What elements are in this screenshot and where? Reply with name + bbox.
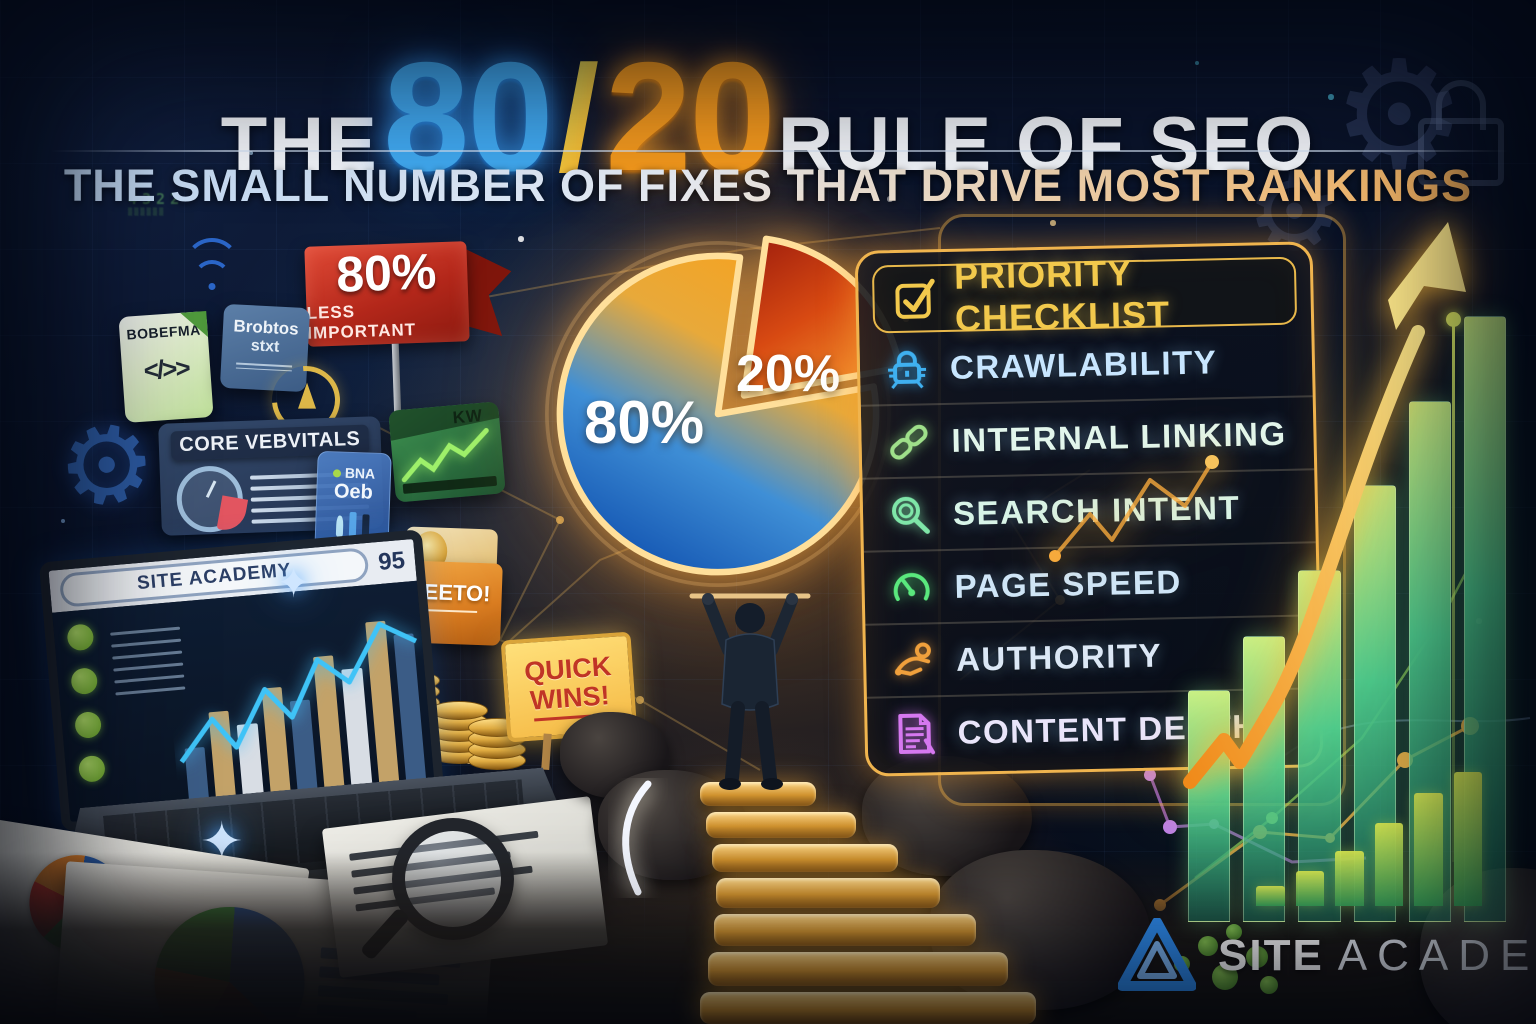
brand-logo: SITE ACADEMY xyxy=(1118,918,1536,994)
trend-line xyxy=(401,427,489,483)
glowing-step xyxy=(700,782,816,806)
title-slash: / xyxy=(552,34,606,202)
authority-figure-icon xyxy=(894,642,931,676)
laptop-screen: SITE ACADEMY 95 xyxy=(38,529,445,832)
title-number-20: 20 xyxy=(605,30,775,203)
checklist-item-content-depth: CONTENT DEPTH xyxy=(867,689,1320,769)
title-number-80: 80 xyxy=(383,30,553,203)
priority-checklist-panel: PRIORITY CHECKLIST CRAWLABILITY INTERNAL… xyxy=(854,241,1324,777)
crawler-robot-icon xyxy=(888,350,927,389)
checkbox-icon xyxy=(895,278,935,319)
checklist-item-page-speed: PAGE SPEED xyxy=(863,543,1318,626)
brand-light: ACADEMY xyxy=(1337,931,1536,980)
dashboard-trend-line xyxy=(179,621,418,764)
wifi-icon xyxy=(184,238,240,294)
marker-dot xyxy=(1446,312,1461,327)
banner-label: LESS IMPORTANT xyxy=(306,301,417,343)
dashboard xyxy=(52,580,436,822)
gauge-icon xyxy=(175,465,249,534)
glowing-step xyxy=(700,992,1036,1024)
document-icon xyxy=(898,713,936,754)
pie-major-label: 80% xyxy=(584,389,705,456)
speedometer-icon xyxy=(893,572,930,601)
title-word-the: THE xyxy=(220,102,379,187)
lens-flare: ✦ xyxy=(276,559,312,606)
schema-file-card: BOBEFMA </>> xyxy=(118,311,214,423)
title-divider xyxy=(50,150,1510,152)
chain-link-icon xyxy=(890,424,928,460)
small-growth-bar-chart xyxy=(1256,772,1482,906)
magnifier-icon xyxy=(891,496,930,534)
glowing-step xyxy=(708,952,1008,986)
checklist-item-search-intent: SEARCH INTENT xyxy=(862,470,1316,553)
code-snippet-text: 4322▒▒▒▒▒▒ xyxy=(128,190,179,216)
score-badge: 95 xyxy=(377,546,407,577)
subtitle: THE SMALL NUMBER OF FIXES THAT DRIVE MOS… xyxy=(0,160,1536,212)
green-dot-icon xyxy=(332,469,341,478)
triangle-logo-icon xyxy=(1118,918,1196,991)
lock-icon xyxy=(1418,80,1504,186)
checklist-item-authority: AUTHORITY xyxy=(865,616,1319,699)
code-icon: </>> xyxy=(142,352,190,386)
less-important-banner: 80% LESS IMPORTANT xyxy=(304,241,469,422)
underline xyxy=(235,362,293,372)
glowing-step xyxy=(706,812,856,838)
plant xyxy=(1168,916,1288,1016)
page-title: THE 80/20 RULE OF SEO xyxy=(0,28,1536,206)
folded-corner xyxy=(180,311,209,339)
laptop: SITE ACADEMY 95 xyxy=(21,517,591,935)
title-word-rule-of-seo: RULE OF SEO xyxy=(778,102,1316,187)
glowing-step xyxy=(714,914,976,946)
brand-logo-text: SITE ACADEMY xyxy=(1218,931,1536,981)
sparkle-dots xyxy=(0,0,2,2)
brand-bold: SITE xyxy=(1218,931,1324,980)
gear-icon: ⚙ xyxy=(46,396,167,535)
bna-card-line2: Oeb xyxy=(333,480,374,504)
glowing-step xyxy=(716,878,940,908)
checklist-header: PRIORITY CHECKLIST xyxy=(871,252,1298,339)
banner-percent: 80% xyxy=(335,242,438,303)
checklist-item-crawlability: CRAWLABILITY xyxy=(859,324,1313,407)
checklist-item-internal-linking: INTERNAL LINKING xyxy=(860,397,1315,480)
glowing-feather xyxy=(622,780,652,896)
pie-minor-label: 20% xyxy=(736,345,841,403)
person-silhouette xyxy=(689,593,811,790)
keyword-trends-card: KW xyxy=(388,401,506,503)
glowing-step xyxy=(712,844,898,872)
